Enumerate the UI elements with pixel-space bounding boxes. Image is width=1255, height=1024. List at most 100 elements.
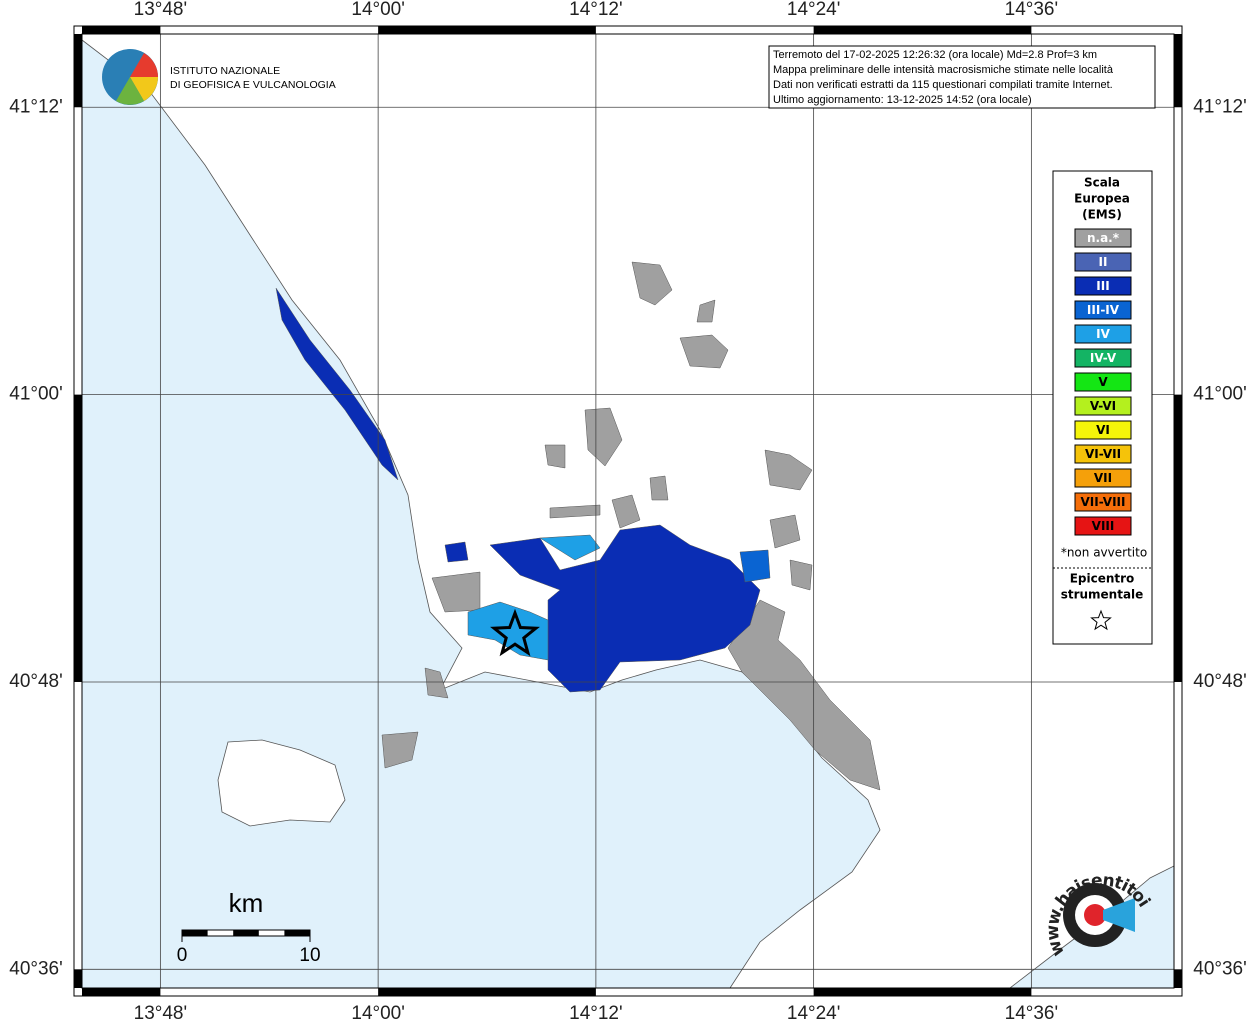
intensity-area: [727, 599, 881, 791]
intensity-area: [444, 541, 469, 563]
legend-label: V: [1098, 375, 1108, 389]
legend: ScalaEuropea(EMS)n.a.*IIIIIIII-IVIVIV-VV…: [1052, 170, 1153, 645]
logo-segment: [130, 77, 158, 101]
intensity-area: [696, 299, 716, 323]
legend-swatch: [1074, 276, 1132, 296]
intensity-area: [631, 261, 673, 306]
intensity-area: [539, 534, 601, 561]
intensity-area: [275, 287, 399, 481]
info-line: Terremoto del 17-02-2025 12:26:32 (ora l…: [773, 49, 1097, 61]
graticule: 13°48' 13°48' 14°00' 14°00' 14°12' 14°12' 14°2…: [9, 0, 1247, 1024]
intensity-area: [584, 407, 623, 467]
legend-swatch: [1074, 228, 1132, 248]
lon-label: 14°00': [351, 0, 405, 20]
legend-swatch: [1074, 468, 1132, 488]
border-segment: [82, 26, 161, 34]
border-segment: [1174, 394, 1182, 682]
scale-bar: km 0 10: [177, 888, 321, 966]
legend-label: n.a.*: [1087, 231, 1120, 245]
lon-label: 14°00': [351, 1003, 405, 1024]
intensity-areas: [275, 261, 881, 791]
intensity-area: [679, 334, 729, 369]
lon-label: 14°12': [569, 0, 623, 20]
info-box: Terremoto del 17-02-2025 12:26:32 (ora l…: [768, 45, 1156, 109]
lon-label: 14°12': [569, 1003, 623, 1024]
legend-note: *non avvertito: [1061, 546, 1147, 560]
intensity-area: [381, 731, 419, 769]
legend-label: VI: [1096, 423, 1110, 437]
legend-swatch: [1074, 252, 1132, 272]
legend-title: Scala: [1084, 176, 1120, 190]
intensity-area: [611, 494, 641, 529]
intensity-area: [544, 444, 566, 469]
border-segment: [378, 988, 596, 996]
logo-segment: [116, 77, 144, 105]
legend-label: VI-VII: [1085, 447, 1121, 461]
border-segment: [378, 26, 596, 34]
lon-label: 13°48': [134, 1003, 188, 1024]
logo-segment: [130, 53, 158, 77]
legend-epicenter: Epicentro: [1070, 572, 1135, 586]
lat-label: 40°48': [9, 671, 63, 692]
scale-unit: km: [229, 888, 264, 918]
epicenter: [490, 608, 540, 657]
intensity-area: [649, 475, 669, 501]
legend-swatch: [1074, 300, 1132, 320]
intensity-area: [739, 549, 771, 583]
intensity-area: [549, 504, 601, 519]
epicenter-star: [1090, 609, 1112, 631]
legend-swatch: [1074, 444, 1132, 464]
legend-swatch: [1074, 420, 1132, 440]
scale-bar-segment: [182, 930, 208, 936]
legend-swatch: [1074, 492, 1132, 512]
lat-label: 41°00': [9, 384, 63, 405]
lat-label: 41°12': [9, 96, 63, 117]
scale-bar-segment: [233, 930, 259, 936]
intensity-area: [789, 559, 813, 591]
lat-label: 40°48': [1193, 671, 1247, 692]
border-segment: [74, 394, 82, 682]
legend-swatch: [1074, 348, 1132, 368]
lat-label: 41°12': [1193, 96, 1247, 117]
intensity-area: [467, 601, 549, 661]
legend-swatch: [1074, 396, 1132, 416]
legend-swatch: [1074, 372, 1132, 392]
border-segment: [1174, 34, 1182, 108]
scale-label: 0: [177, 945, 188, 966]
legend-swatch: [1074, 324, 1132, 344]
legend-label: IV: [1096, 327, 1110, 341]
legend-epicenter: strumentale: [1061, 588, 1144, 602]
scale-bar-segment: [284, 930, 310, 936]
lat-label: 41°00': [1193, 384, 1247, 405]
logo: ISTITUTO NAZIONALE DI GEOFISICA E VULCAN…: [102, 49, 336, 105]
border-segment: [74, 969, 82, 988]
legend-label: VII-VIII: [1080, 495, 1125, 509]
border-segment: [813, 988, 1032, 996]
legend-label: VIII: [1092, 519, 1115, 533]
info-line: Ultimo aggiornamento: 13-12-2025 14:52 (…: [773, 94, 1032, 106]
intensity-area: [489, 524, 761, 693]
info-frame: [768, 45, 1156, 109]
map-edge: [81, 33, 1175, 989]
lat-label: 40°36': [1193, 958, 1247, 979]
info-line: Dati non verificati estratti da 115 ques…: [773, 79, 1113, 91]
intensity-area: [769, 514, 801, 549]
legend-swatch: [1074, 516, 1132, 536]
epicenter-star: [490, 608, 540, 657]
legend-label: VII: [1094, 471, 1112, 485]
legend-title: (EMS): [1082, 208, 1122, 222]
lon-label: 14°36': [1005, 1003, 1059, 1024]
intensity-area: [764, 449, 813, 491]
frame-border: [74, 26, 1182, 996]
legend-label: III: [1096, 279, 1109, 293]
legend-label: IV-V: [1090, 351, 1117, 365]
legend-label: III-IV: [1087, 303, 1120, 317]
logo-text: DI GEOFISICA E VULCANOLOGIA: [170, 79, 336, 91]
border-segment: [1174, 969, 1182, 988]
lon-label: 13°48': [134, 0, 188, 20]
info-line: Mappa preliminare delle intensità macros…: [773, 64, 1114, 76]
lat-label: 40°36': [9, 958, 63, 979]
legend-title: Europea: [1074, 192, 1130, 206]
watermark-center: [1084, 904, 1106, 926]
